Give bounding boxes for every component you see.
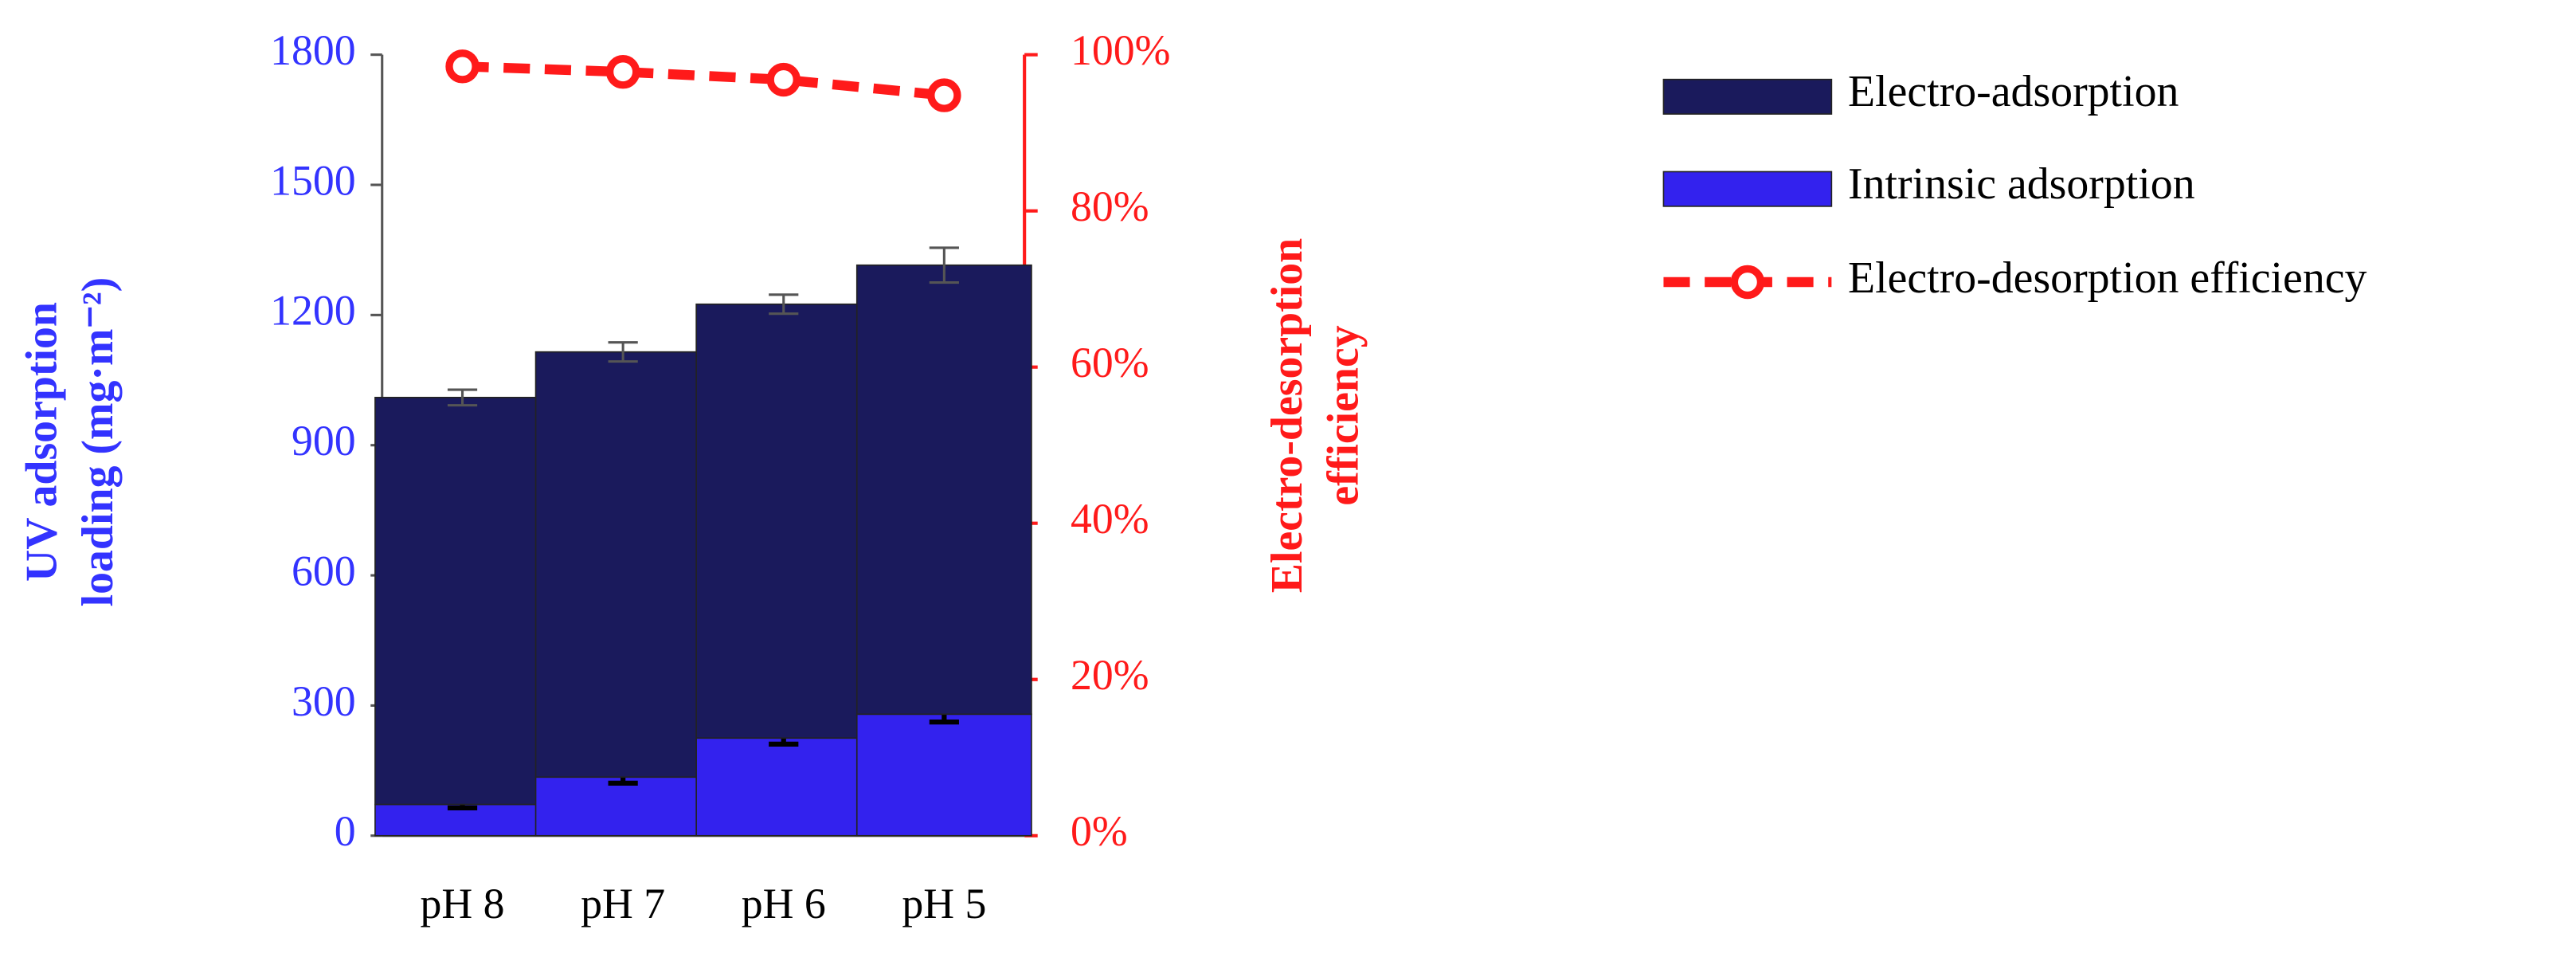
y2-tick-label: 0%: [1071, 807, 1128, 855]
y-tick-label: 1500: [270, 156, 356, 204]
x-tick-label: pH 6: [742, 880, 826, 928]
marker: [927, 78, 961, 112]
error-bar: [769, 293, 799, 316]
bar: [855, 713, 1032, 837]
x-tick-label: pH 5: [902, 880, 986, 928]
error-bar: [447, 388, 478, 407]
y-tick-label: 300: [292, 677, 356, 725]
legend-label: Electro-desorption efficiency: [1848, 253, 2367, 303]
y-axis-title: UV adsorption: [18, 302, 67, 582]
marker: [605, 55, 640, 89]
bar: [374, 396, 550, 806]
marker: [766, 62, 801, 97]
error-bar: [929, 246, 959, 284]
error-bar: [608, 341, 638, 363]
bar: [695, 737, 872, 837]
y-tick-label: 600: [292, 547, 356, 594]
bar: [695, 303, 872, 739]
y-tick-label: 1800: [270, 26, 356, 74]
bar: [534, 351, 711, 778]
y2-axis-title: efficiency: [1318, 325, 1368, 505]
bar: [534, 776, 711, 837]
y2-tick-label: 80%: [1071, 182, 1149, 230]
y-tick-label: 0: [335, 807, 356, 855]
y2-axis-title: Electro-desorption: [1263, 238, 1312, 593]
y2-tick-label: 20%: [1071, 651, 1149, 699]
marker: [445, 49, 480, 84]
y-tick-label: 1200: [270, 287, 356, 335]
x-tick-label: pH 7: [581, 880, 665, 928]
y2-tick-label: 100%: [1071, 26, 1170, 74]
y-axis-title: loading (mg·m⁻²): [73, 277, 123, 607]
y2-tick-label: 40%: [1071, 495, 1149, 543]
y2-tick-label: 60%: [1071, 339, 1149, 386]
bar: [855, 264, 1032, 716]
legend-marker: [1730, 265, 1765, 300]
legend-swatch: [1662, 78, 1833, 115]
line: [462, 61, 945, 100]
bar: [374, 803, 550, 837]
legend-label: Electro-adsorption: [1848, 67, 2179, 116]
x-tick-label: pH 8: [421, 880, 505, 928]
legend-swatch: [1662, 171, 1833, 207]
legend-label: Intrinsic adsorption: [1848, 159, 2195, 209]
y-tick-label: 900: [292, 417, 356, 465]
